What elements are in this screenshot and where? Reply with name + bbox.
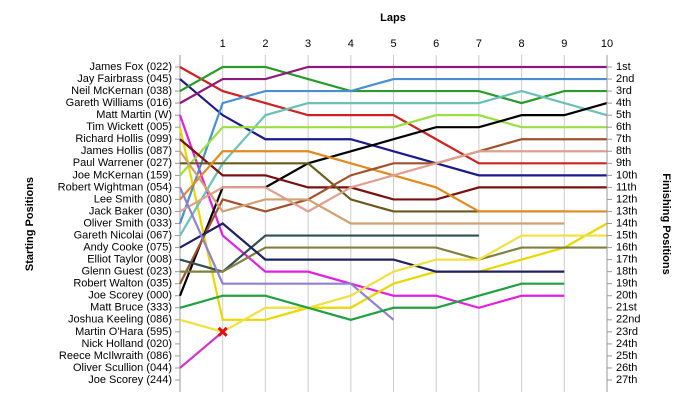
finish-position-label: 12th (616, 193, 637, 205)
lap-line (179, 65, 607, 105)
finish-position-label: 2nd (616, 73, 634, 85)
finish-position-label: 11th (616, 181, 637, 193)
finish-position-label: 1st (616, 61, 631, 73)
start-position-label: Richard Hollis (099) (75, 133, 172, 145)
finish-position-label: 19th (616, 278, 637, 290)
start-position-label: Joe Scorey (000) (88, 290, 172, 302)
x-tick-label: 1 (220, 38, 226, 50)
finish-position-label: 27th (616, 374, 637, 386)
start-position-label: Martin O'Hara (595) (75, 326, 172, 338)
start-position-label: Joe Scorey (244) (88, 374, 172, 386)
finish-position-label: 7th (616, 133, 631, 145)
start-position-label: Glenn Guest (023) (82, 266, 173, 278)
finish-position-label: 8th (616, 145, 631, 157)
lap-line (179, 234, 479, 273)
finish-position-label: 23rd (616, 326, 638, 338)
start-position-label: Gareth Nicolai (067) (74, 229, 172, 241)
finish-position-label: 15th (616, 229, 637, 241)
finish-position-label: 3rd (616, 85, 632, 97)
start-position-label: Tim Wickett (005) (86, 121, 172, 133)
start-position-label: James Fox (022) (89, 61, 172, 73)
finish-position-label: 16th (616, 241, 637, 253)
lap-line (178, 186, 395, 321)
y-axis-label-right: Finishing Positions (660, 173, 672, 274)
start-position-label: Reece McIlwraith (086) (59, 350, 172, 362)
finish-position-label: 25th (616, 350, 637, 362)
x-tick-label: 2 (262, 38, 268, 50)
start-position-label: Andy Cooke (075) (83, 241, 172, 253)
lap-line (179, 282, 565, 321)
x-tick-label: 4 (348, 38, 354, 50)
finish-position-label: 10th (616, 169, 637, 181)
finish-position-label: 14th (616, 217, 637, 229)
finish-position-label: 13th (616, 205, 637, 217)
start-position-label: Oliver Scullion (044) (73, 362, 172, 374)
finish-position-label: 20th (616, 290, 637, 302)
lap-line (178, 77, 607, 224)
chart-title: Laps (380, 12, 406, 24)
lap-line (178, 126, 608, 321)
y-axis-label-left: Starting Positions (24, 177, 36, 271)
lap-line (179, 138, 607, 285)
x-tick-label: 9 (561, 38, 567, 50)
finish-position-label: 5th (616, 109, 631, 121)
lap-line (179, 234, 607, 334)
x-tick-label: 6 (433, 38, 439, 50)
finish-position-label: 21st (616, 302, 637, 314)
start-position-label: Neil McKernan (038) (71, 85, 172, 97)
finish-position-label: 18th (616, 266, 637, 278)
x-tick-label: 8 (519, 38, 525, 50)
start-position-label: Joshua Keeling (086) (68, 314, 172, 326)
x-tick-label: 3 (305, 38, 311, 50)
start-position-label: Gareth Williams (016) (66, 97, 172, 109)
start-position-label: Jay Fairbrass (045) (77, 73, 172, 85)
finish-position-label: 26th (616, 362, 637, 374)
finish-position-label: 9th (616, 157, 631, 169)
start-position-label: Robert Walton (035) (73, 278, 172, 290)
lap-line (179, 138, 607, 201)
lap-line (179, 65, 607, 105)
start-position-label: Matt Bruce (333) (90, 302, 172, 314)
start-position-label: Nick Holland (020) (82, 338, 172, 350)
finish-position-label: 17th (616, 254, 637, 266)
finish-position-label: 4th (616, 97, 631, 109)
lap-line (180, 246, 607, 273)
start-position-label: Robert Wightman (054) (58, 181, 172, 193)
start-position-label: Elliot Taylor (008) (87, 254, 172, 266)
lap-line (179, 222, 565, 273)
lap-line (179, 150, 565, 225)
start-position-label: Jack Baker (030) (89, 205, 172, 217)
start-position-label: Lee Smith (080) (94, 193, 172, 205)
start-position-label: Matt Martin (W) (96, 109, 172, 121)
start-position-label: Joe McKernan (159) (72, 169, 172, 181)
finish-position-label: 24th (616, 338, 637, 350)
lap-line (179, 150, 607, 213)
finish-position-label: 6th (616, 121, 631, 133)
x-tick-label: 7 (476, 38, 482, 50)
x-tick-label: 5 (390, 38, 396, 50)
x-tick-label: 10 (601, 38, 613, 50)
finish-position-label: 22nd (616, 314, 640, 326)
lap-line (179, 89, 608, 237)
lap-line (179, 331, 224, 369)
retired-marker (217, 326, 228, 337)
lap-line (179, 66, 607, 165)
start-position-label: Paul Warrener (027) (73, 157, 172, 169)
lap-line (179, 114, 607, 177)
start-position-label: James Hollis (087) (81, 145, 172, 157)
start-position-label: Oliver Smith (033) (83, 217, 172, 229)
